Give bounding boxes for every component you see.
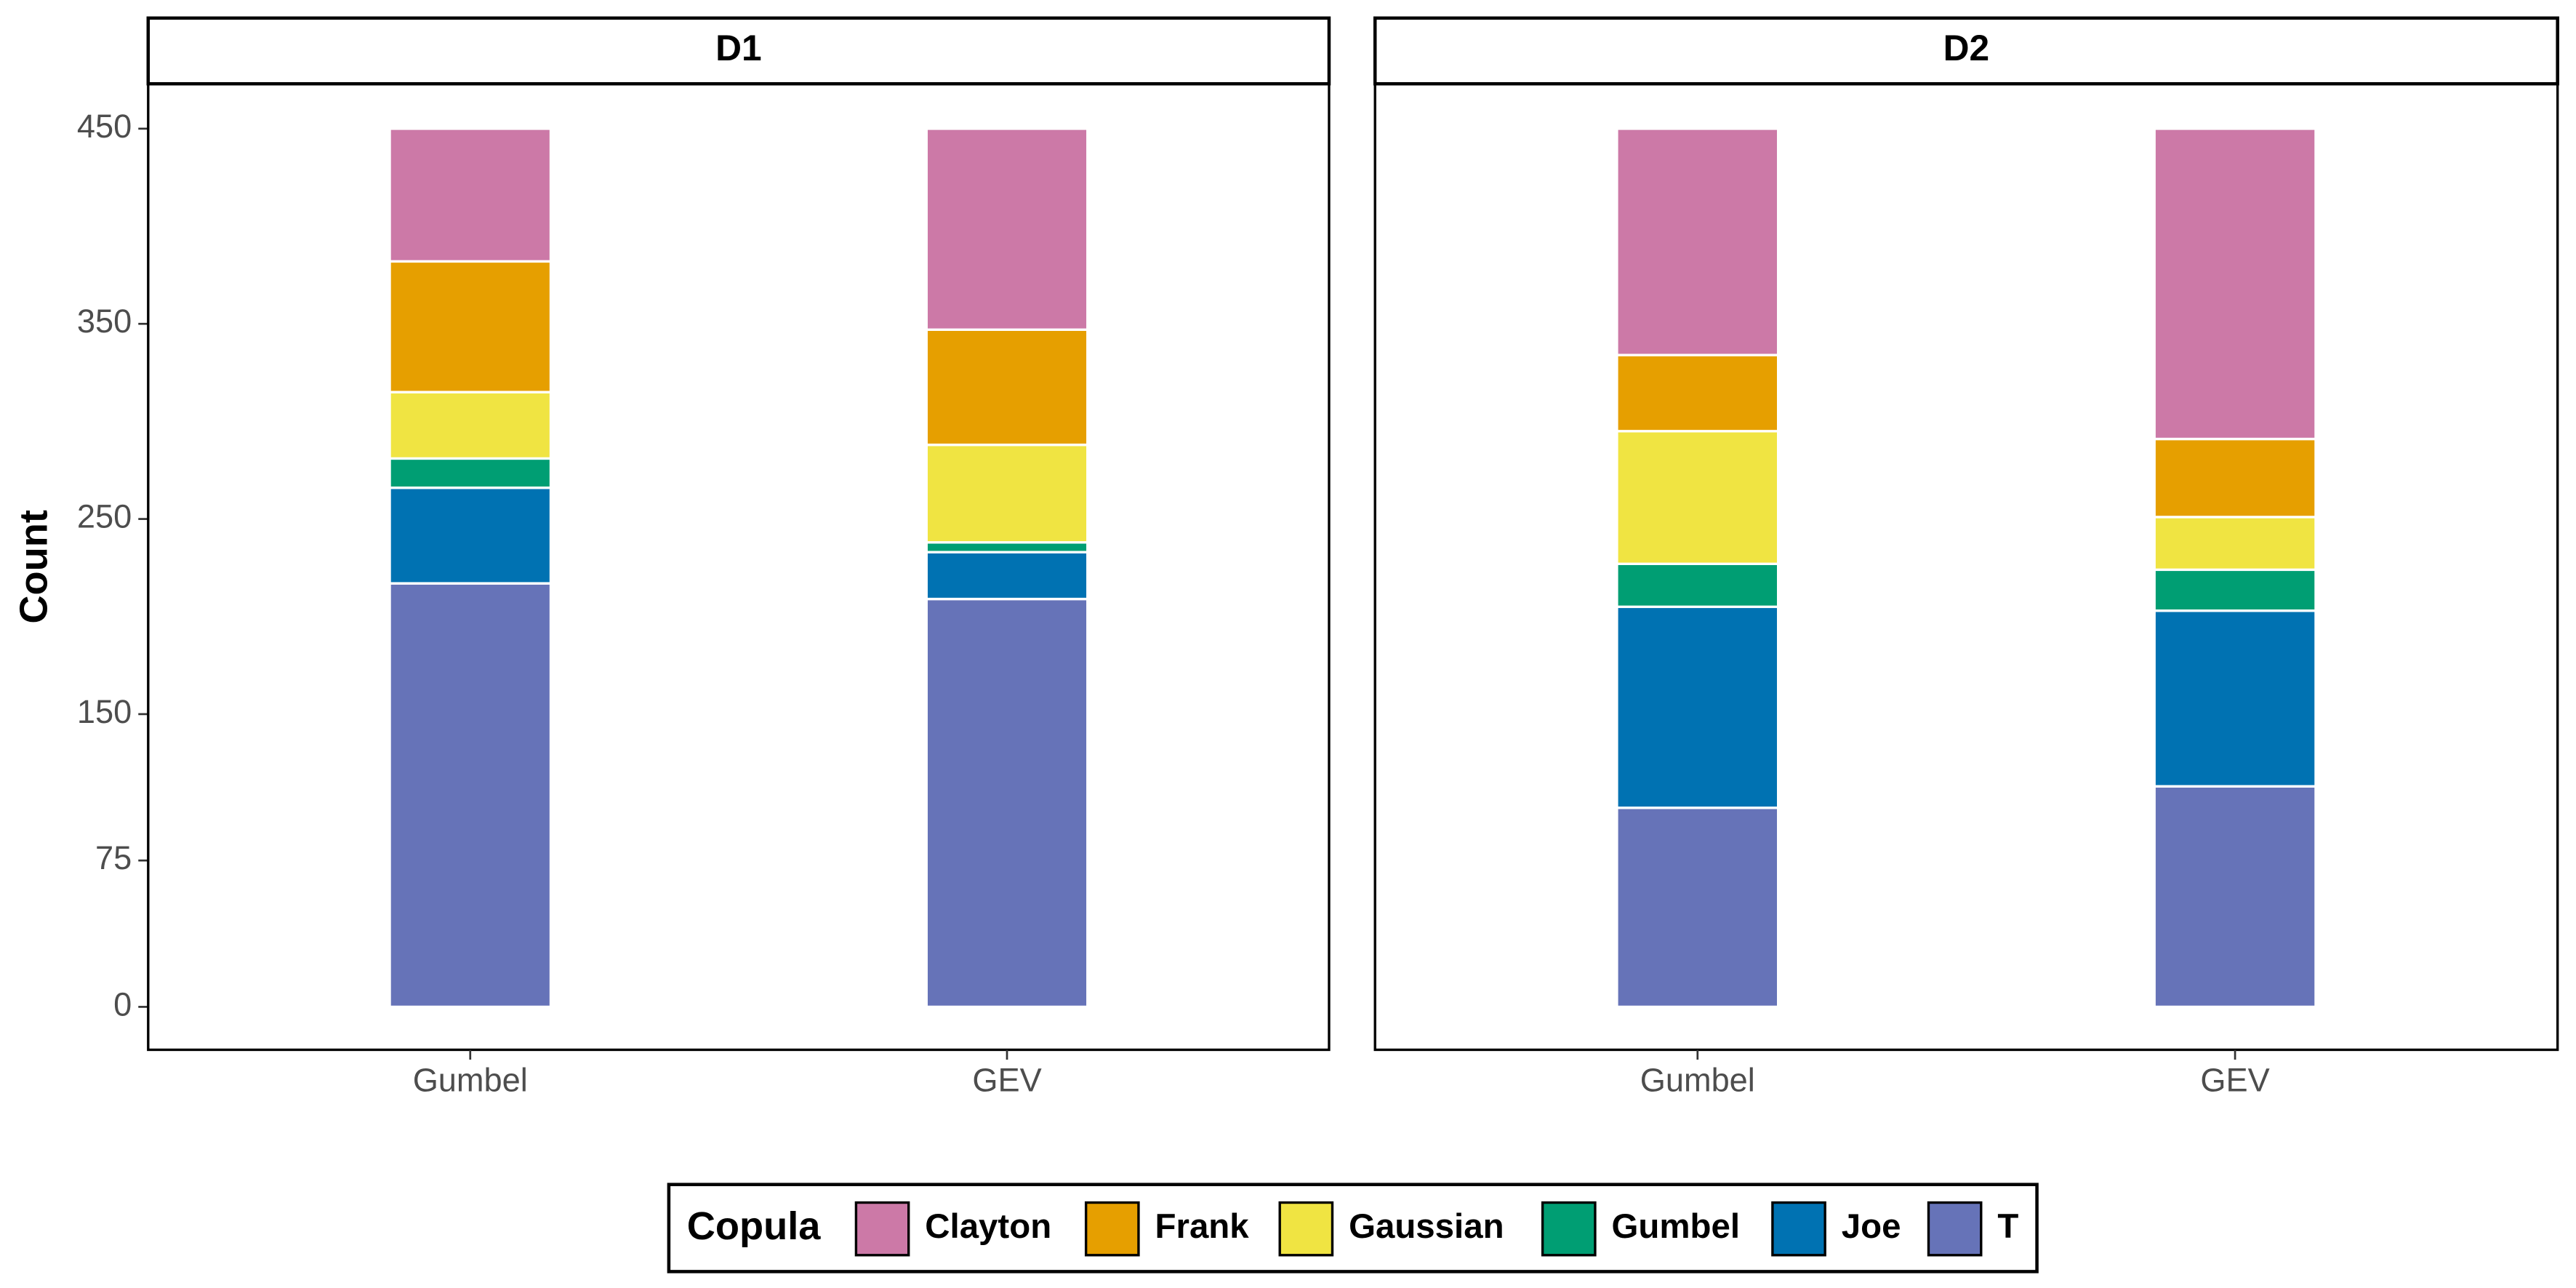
legend-key [1278,1201,1334,1257]
legend-key [1771,1201,1826,1257]
legend-label: Gaussian [1349,1207,1504,1246]
bar-segment [925,551,1089,601]
legend-key [1541,1201,1597,1257]
y-tick-label: 0 [113,985,132,1023]
y-axis-label: Count [12,510,56,624]
y-tick-label: 350 [77,303,132,340]
bar-segment [925,328,1089,447]
x-tick-label: Gumbel [413,1062,528,1099]
bar-segment [925,541,1089,553]
bar-segment [388,127,553,263]
panel [1373,82,2559,1052]
bar-segment [2153,609,2317,788]
bar-segment [1616,353,1780,433]
bar-segment [925,127,1089,331]
bar-segment [1616,807,1780,1009]
legend-key [1084,1201,1140,1257]
panel-title: D1 [715,28,762,68]
bar-segment [388,260,553,393]
bar-segment [1616,127,1780,356]
bar-segment [388,391,553,460]
bar-segment [1616,430,1780,565]
bar-segment [2153,568,2317,612]
legend-label: Clayton [925,1207,1051,1246]
bar-segment [1616,605,1780,809]
bar-segment [1616,562,1780,609]
y-tick-label: 150 [77,693,132,730]
bar-segment [2153,785,2317,1009]
legend-label: T [1997,1207,2018,1246]
legend-key [1927,1201,1983,1257]
bar-segment [388,582,553,1009]
panel-title: D2 [1943,28,1990,68]
panel [147,82,1331,1052]
bar-segment [2153,516,2317,572]
y-tick-label: 450 [77,108,132,145]
legend-key [854,1201,910,1257]
legend-title: Copula [687,1204,822,1248]
y-tick-label: 75 [95,839,132,876]
x-tick-label: GEV [2200,1062,2269,1099]
bar-segment [388,486,553,585]
x-tick-label: Gumbel [1640,1062,1755,1099]
bar-segment [2153,127,2317,441]
x-tick-label: GEV [972,1062,1041,1099]
legend-label: Frank [1155,1207,1250,1246]
y-tick-label: 250 [77,498,132,535]
bar-segment [388,457,553,489]
bar-segment [2153,437,2317,519]
bar-segment [925,443,1089,544]
legend-label: Joe [1842,1207,1901,1246]
legend-label: Gumbel [1612,1207,1741,1246]
bar-segment [925,597,1089,1009]
